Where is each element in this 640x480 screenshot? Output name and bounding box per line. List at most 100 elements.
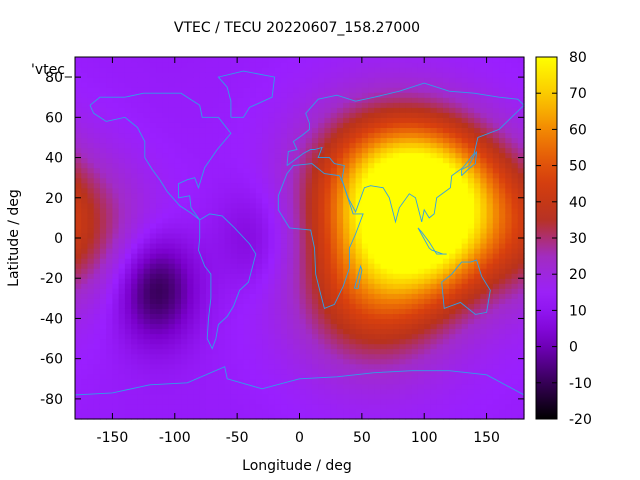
heatmap-cell	[343, 207, 350, 214]
heatmap-cell	[106, 283, 114, 289]
heatmap-cell	[205, 323, 213, 330]
heatmap-cell	[156, 263, 163, 269]
heatmap-cell	[280, 273, 288, 279]
heatmap-cell	[124, 328, 132, 335]
heatmap-cell	[218, 343, 226, 350]
heatmap-cell	[156, 238, 163, 244]
heatmap-cell	[318, 348, 326, 355]
heatmap-cell	[480, 298, 488, 304]
heatmap-cell	[262, 122, 269, 128]
heatmap-cell	[336, 318, 344, 325]
heatmap-cell	[405, 263, 413, 269]
heatmap-cell	[262, 253, 269, 259]
heatmap-cell	[149, 403, 157, 410]
heatmap-cell	[499, 197, 506, 204]
heatmap-cell	[380, 373, 388, 380]
heatmap-cell	[311, 157, 319, 164]
heatmap-cell	[112, 248, 120, 254]
heatmap-cell	[224, 348, 232, 355]
heatmap-cell	[361, 217, 369, 224]
heatmap-cell	[330, 142, 338, 149]
heatmap-cell	[505, 343, 513, 350]
heatmap-cell	[361, 152, 369, 159]
heatmap-cell	[131, 152, 138, 159]
heatmap-cell	[193, 388, 201, 395]
heatmap-cell	[255, 293, 263, 299]
heatmap-cell	[287, 122, 294, 128]
heatmap-cell	[118, 137, 126, 144]
heatmap-cell	[174, 87, 182, 93]
heatmap-cell	[93, 353, 101, 360]
heatmap-cell	[193, 373, 201, 380]
heatmap-cell	[224, 57, 232, 63]
heatmap-cell	[280, 403, 288, 410]
heatmap-cell	[349, 393, 357, 400]
heatmap-cell	[149, 187, 157, 194]
heatmap-cell	[324, 398, 332, 405]
heatmap-cell	[174, 147, 182, 154]
heatmap-cell	[299, 182, 307, 189]
heatmap-cell	[124, 197, 132, 204]
heatmap-cell	[218, 107, 226, 113]
heatmap-cell	[374, 217, 382, 224]
heatmap-cell	[386, 383, 394, 390]
heatmap-cell	[305, 192, 313, 199]
heatmap-cell	[486, 97, 494, 103]
heatmap-cell	[480, 67, 488, 73]
heatmap-cell	[81, 343, 89, 350]
heatmap-cell	[230, 197, 238, 204]
heatmap-cell	[124, 192, 132, 199]
heatmap-cell	[106, 303, 114, 309]
heatmap-cell	[355, 408, 363, 415]
heatmap-cell	[330, 353, 338, 360]
heatmap-cell	[492, 207, 500, 214]
heatmap-cell	[461, 142, 469, 149]
heatmap-cell	[311, 273, 319, 279]
heatmap-cell	[461, 227, 469, 234]
heatmap-cell	[399, 238, 407, 244]
heatmap-cell	[212, 323, 220, 330]
heatmap-cell	[417, 338, 425, 345]
heatmap-cell	[436, 167, 444, 174]
heatmap-cell	[230, 112, 238, 118]
heatmap-cell	[131, 413, 138, 420]
heatmap-cell	[461, 107, 469, 113]
heatmap-cell	[499, 207, 506, 214]
heatmap-cell	[336, 253, 344, 259]
heatmap-cell	[330, 298, 338, 304]
heatmap-cell	[355, 288, 363, 294]
heatmap-cell	[361, 117, 369, 123]
heatmap-cell	[75, 152, 82, 159]
heatmap-cell	[262, 303, 269, 309]
heatmap-cell	[137, 278, 145, 284]
heatmap-cell	[99, 273, 107, 279]
heatmap-cell	[299, 343, 307, 350]
heatmap-cell	[149, 92, 157, 98]
heatmap-cell	[193, 413, 201, 420]
heatmap-cell	[268, 248, 276, 254]
heatmap-cell	[224, 107, 232, 113]
heatmap-cell	[386, 112, 394, 118]
heatmap-cell	[118, 97, 126, 103]
heatmap-cell	[255, 323, 263, 330]
heatmap-cell	[499, 358, 506, 365]
heatmap-cell	[131, 318, 138, 325]
heatmap-cell	[361, 393, 369, 400]
heatmap-cell	[112, 298, 120, 304]
heatmap-cell	[368, 212, 375, 219]
heatmap-cell	[274, 248, 282, 254]
heatmap-cell	[287, 338, 294, 345]
heatmap-cell	[99, 398, 107, 405]
heatmap-cell	[455, 82, 463, 88]
heatmap-cell	[87, 187, 95, 194]
heatmap-cell	[492, 192, 500, 199]
heatmap-cell	[81, 378, 89, 385]
heatmap-cell	[149, 87, 157, 93]
heatmap-cell	[81, 268, 89, 274]
heatmap-cell	[467, 393, 475, 400]
heatmap-cell	[374, 117, 382, 123]
heatmap-cell	[131, 238, 138, 244]
heatmap-cell	[149, 293, 157, 299]
heatmap-cell	[212, 167, 220, 174]
heatmap-cell	[368, 268, 375, 274]
